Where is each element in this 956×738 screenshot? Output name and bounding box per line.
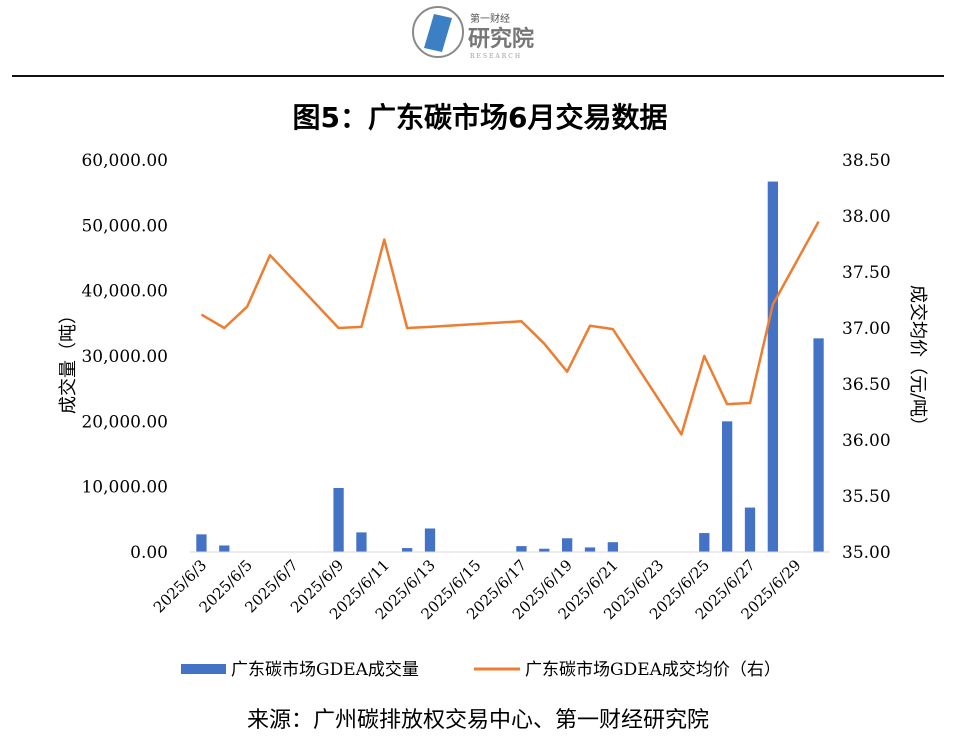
volume-bar xyxy=(516,546,527,552)
volume-bar xyxy=(424,528,436,552)
right-tick-label: 36.00 xyxy=(842,431,891,451)
right-tick-label: 35.00 xyxy=(842,543,891,563)
volume-bar xyxy=(699,533,710,552)
right-tick-label: 38.00 xyxy=(842,207,891,227)
price-line-path xyxy=(200,220,820,436)
volume-bar xyxy=(562,538,573,552)
logo-main-text: 研究院 xyxy=(468,26,534,52)
volume-bar xyxy=(539,548,550,552)
left-tick-label: 20,000.00 xyxy=(81,412,168,432)
left-axis-label: 成交量（吨） xyxy=(58,306,79,414)
volume-bar xyxy=(402,548,413,552)
logo-small-text: 第一财经 xyxy=(470,12,510,25)
source-note: 来源：广州碳排放权交易中心、第一财经研究院 xyxy=(246,708,709,733)
left-tick-label: 30,000.00 xyxy=(81,347,168,367)
header-rule xyxy=(12,75,944,77)
legend-label-price: 广东碳市场GDEA成交均价（右） xyxy=(525,660,781,680)
right-axis-ticks: 35.00 35.50 36.00 36.50 37.00 37.50 38.00 38.50 xyxy=(842,151,891,563)
right-tick-label: 35.50 xyxy=(842,487,891,507)
volume-bar xyxy=(584,547,596,552)
volume-bar xyxy=(744,507,756,552)
right-tick-label: 38.50 xyxy=(842,151,891,171)
volume-bar xyxy=(607,542,618,552)
volume-bars xyxy=(196,181,824,552)
logo-emblem-icon xyxy=(424,14,452,52)
right-axis-label: 成交均价（元/吨） xyxy=(907,285,928,435)
left-axis-ticks: 0.00 10,000.00 20,000.00 30,000.00 40,000.00… xyxy=(81,151,168,563)
chart-title: 图5：广东碳市场6月交易数据 xyxy=(293,101,668,134)
legend-swatch-volume xyxy=(181,664,226,674)
volume-bar xyxy=(767,181,778,552)
right-tick-label: 36.50 xyxy=(842,375,891,395)
left-tick-label: 60,000.00 xyxy=(81,151,168,171)
volume-bar xyxy=(813,338,824,552)
volume-bar xyxy=(722,421,733,552)
left-tick-label: 0.00 xyxy=(130,543,168,563)
volume-bar xyxy=(219,545,230,552)
legend-label-volume: 广东碳市场GDEA成交量 xyxy=(231,660,419,680)
price-line xyxy=(200,220,820,436)
logo: 第一财经 研究院 RESEARCH xyxy=(412,6,534,60)
volume-bar xyxy=(196,534,207,552)
right-tick-label: 37.00 xyxy=(842,319,891,339)
left-tick-label: 50,000.00 xyxy=(81,216,168,236)
logo-sub-text: RESEARCH xyxy=(470,53,522,60)
left-tick-label: 40,000.00 xyxy=(81,282,168,302)
volume-bar xyxy=(356,532,367,552)
legend: 广东碳市场GDEA成交量 广东碳市场GDEA成交均价（右） xyxy=(181,660,781,680)
x-axis-ticks: 2025/6/32025/6/52025/6/72025/6/92025/6/1… xyxy=(150,556,805,623)
right-tick-label: 37.50 xyxy=(842,263,891,283)
volume-bar xyxy=(333,487,344,552)
left-tick-label: 10,000.00 xyxy=(81,478,168,498)
